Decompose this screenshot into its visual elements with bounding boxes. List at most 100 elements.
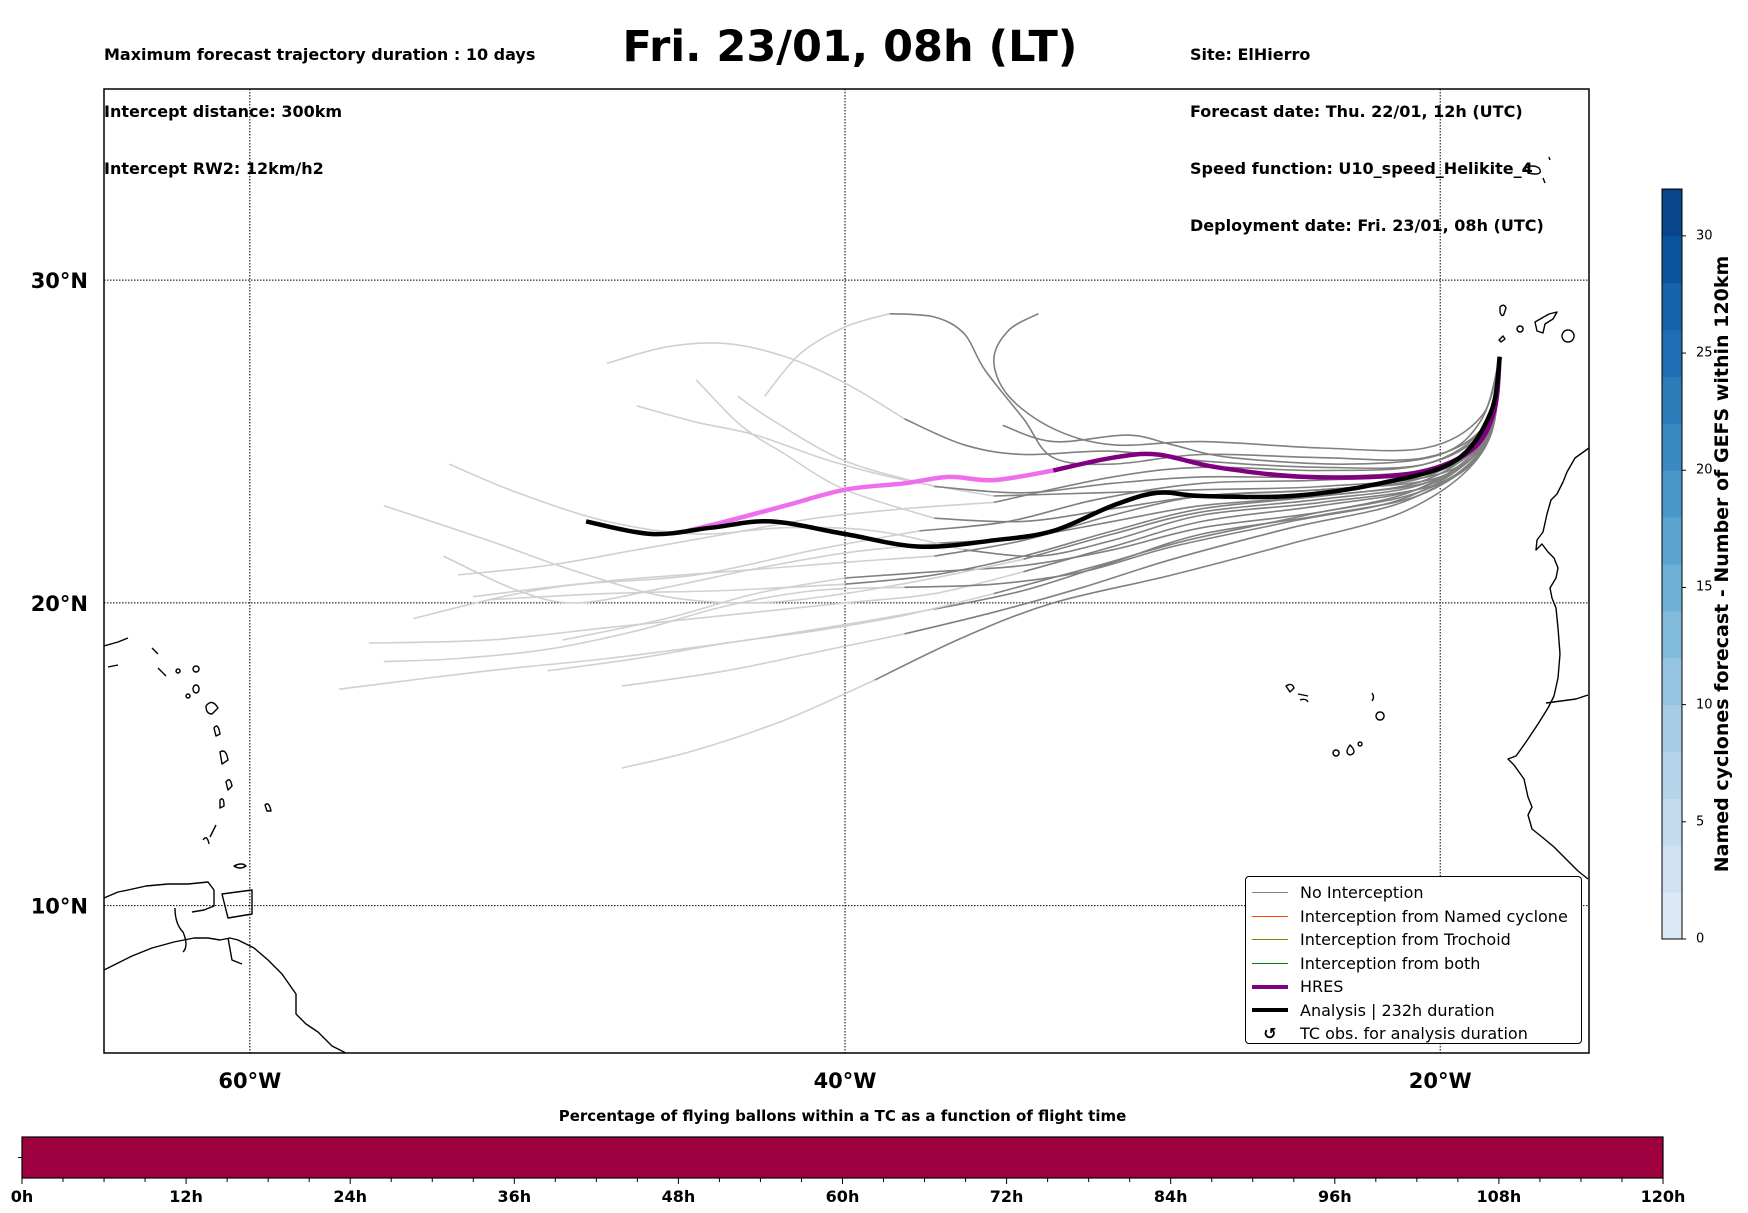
- flight-time-bar: [18, 1136, 1664, 1184]
- coast-africa-gambia: [1545, 694, 1589, 704]
- colorbar-tick-label: 10: [1696, 697, 1713, 713]
- flight-time-tick-label: 24h: [333, 1187, 368, 1206]
- coast-south-america: [104, 881, 347, 1053]
- info-forecast-date: Forecast date: Thu. 22/01, 12h (UTC): [1190, 102, 1523, 121]
- flight-time-tick-label: 84h: [1153, 1187, 1188, 1206]
- colorbar-tick-label: 5: [1696, 814, 1705, 830]
- ensemble-trajectory-late: [737, 395, 935, 488]
- coast-canary-gomera: [1516, 325, 1524, 333]
- legend-line-swatch: [1252, 915, 1288, 917]
- coast-canary-hierro: [1498, 335, 1506, 343]
- coastlines: [104, 156, 1589, 1053]
- param-max-duration: Maximum forecast trajectory duration : 1…: [104, 45, 536, 64]
- legend-item: No Interception: [1252, 881, 1575, 905]
- legend-item: Analysis | 232h duration: [1252, 999, 1575, 1023]
- legend-line-swatch: [1252, 892, 1288, 894]
- colorbar-tick-label: 30: [1696, 228, 1713, 244]
- colorbar-bin: [1662, 376, 1682, 424]
- tc-obs-marker-icon: ↺: [1263, 1024, 1277, 1044]
- lat-tick-label: 10°N: [31, 895, 88, 919]
- legend-line: [1252, 984, 1288, 989]
- coast-africa: [1507, 447, 1589, 880]
- ensemble-trajectory-late: [339, 608, 935, 690]
- ensemble-trajectory-late: [547, 592, 994, 672]
- ensemble-trajectory-late: [636, 405, 994, 497]
- ensemble-trajectory: [904, 356, 1501, 589]
- ensemble-trajectory: [992, 312, 1501, 452]
- colorbar-bin: [1662, 235, 1682, 284]
- colorbar-label: Named cyclones forecast - Number of GEFS…: [1711, 255, 1733, 873]
- colorbar-bin: [1662, 564, 1682, 612]
- ensemble-trajectory-late: [606, 342, 905, 420]
- coast-antilles: [104, 637, 272, 869]
- main-title: Fri. 23/01, 08h (LT): [622, 22, 1078, 72]
- ensemble-trajectory-late: [383, 504, 1024, 604]
- colorbar-tick-label: 25: [1696, 345, 1713, 361]
- info-deployment-date: Deployment date: Fri. 23/01, 08h (UTC): [1190, 216, 1544, 235]
- legend-item: HRES: [1252, 975, 1575, 999]
- legend-line: [1252, 915, 1288, 917]
- colorbar-bin: [1662, 423, 1682, 471]
- ensemble-trajectory: [934, 356, 1501, 557]
- legend-label: HRES: [1300, 977, 1344, 997]
- colorbar-bin: [1662, 751, 1682, 799]
- run-parameters: Maximum forecast trajectory duration : 1…: [104, 7, 535, 197]
- colorbar-tick-label: 20: [1696, 462, 1713, 478]
- colorbar-bin: [1662, 657, 1682, 706]
- legend-label: No Interception: [1300, 883, 1424, 903]
- coast-orinoco: [174, 907, 243, 965]
- param-intercept-distance: Intercept distance: 300km: [104, 102, 343, 121]
- colorbar-bin: [1662, 892, 1682, 940]
- ensemble-trajectory: [904, 356, 1501, 470]
- legend: No Interception Interception from Named c…: [1245, 876, 1582, 1044]
- legend-line-swatch: [1252, 984, 1288, 989]
- analysis-trajectory: [585, 356, 1502, 550]
- flight-time-tick-label: 108h: [1476, 1187, 1522, 1206]
- ensemble-trajectory: [874, 356, 1501, 681]
- coast-trinidad: [221, 889, 253, 919]
- coast-madeira: [1524, 156, 1551, 184]
- coast-capeverde: [1285, 683, 1385, 757]
- lon-tick-label: 60°W: [218, 1069, 281, 1093]
- flight-time-tick-label: 60h: [825, 1187, 860, 1206]
- lat-tick-label: 30°N: [31, 269, 88, 293]
- ensemble-trajectory: [964, 356, 1501, 558]
- legend-item: Interception from Trochoid: [1252, 928, 1575, 952]
- lon-tick-label: 40°W: [814, 1069, 877, 1093]
- legend-line: [1252, 962, 1288, 964]
- flight-time-tick-label: 12h: [169, 1187, 203, 1206]
- ensemble-trajectory-late: [621, 679, 876, 769]
- colorbar-bin: [1662, 470, 1682, 518]
- lon-tick-label: 20°W: [1409, 1069, 1472, 1093]
- colorbar: [1661, 188, 1686, 940]
- flight-time-tick-label: 0h: [10, 1187, 34, 1206]
- ensemble-trajectory-late: [368, 570, 1024, 644]
- ensemble-trajectory: [889, 312, 1501, 466]
- ensemble-trajectory-late: [442, 542, 935, 604]
- flight-time-tick-label: 120h: [1640, 1187, 1686, 1206]
- info-site: Site: ElHierro: [1190, 45, 1311, 64]
- ensemble-trajectory-late: [764, 312, 890, 397]
- colorbar-bin: [1662, 517, 1682, 565]
- legend-item: ↺ TC obs. for analysis duration: [1252, 1022, 1575, 1046]
- flight-time-tick-label: 96h: [1317, 1187, 1352, 1206]
- legend-label: Interception from Trochoid: [1300, 930, 1511, 950]
- legend-line: [1252, 1008, 1288, 1013]
- legend-item: Interception from both: [1252, 952, 1575, 976]
- legend-line: [1252, 892, 1288, 894]
- info-speed-function: Speed function: U10_speed_Helikite_4: [1190, 159, 1533, 178]
- colorbar-bin: [1662, 845, 1682, 893]
- colorbar-bin: [1662, 282, 1682, 331]
- lat-tick-label: 20°N: [31, 592, 88, 616]
- coast-canary-lapalma: [1499, 304, 1507, 317]
- graticule: [104, 89, 1589, 1053]
- flight-time-fill: [22, 1137, 1663, 1178]
- colorbar-tick-label: 0: [1696, 931, 1705, 947]
- ensemble-trajectory-late: [562, 577, 846, 641]
- ensemble-trajectory: [844, 356, 1501, 579]
- legend-label: TC obs. for analysis duration: [1300, 1024, 1528, 1044]
- flight-time-tick-label: 48h: [661, 1187, 696, 1206]
- hres-trajectory-late: [686, 468, 1054, 534]
- legend-label: Analysis | 232h duration: [1300, 1000, 1495, 1020]
